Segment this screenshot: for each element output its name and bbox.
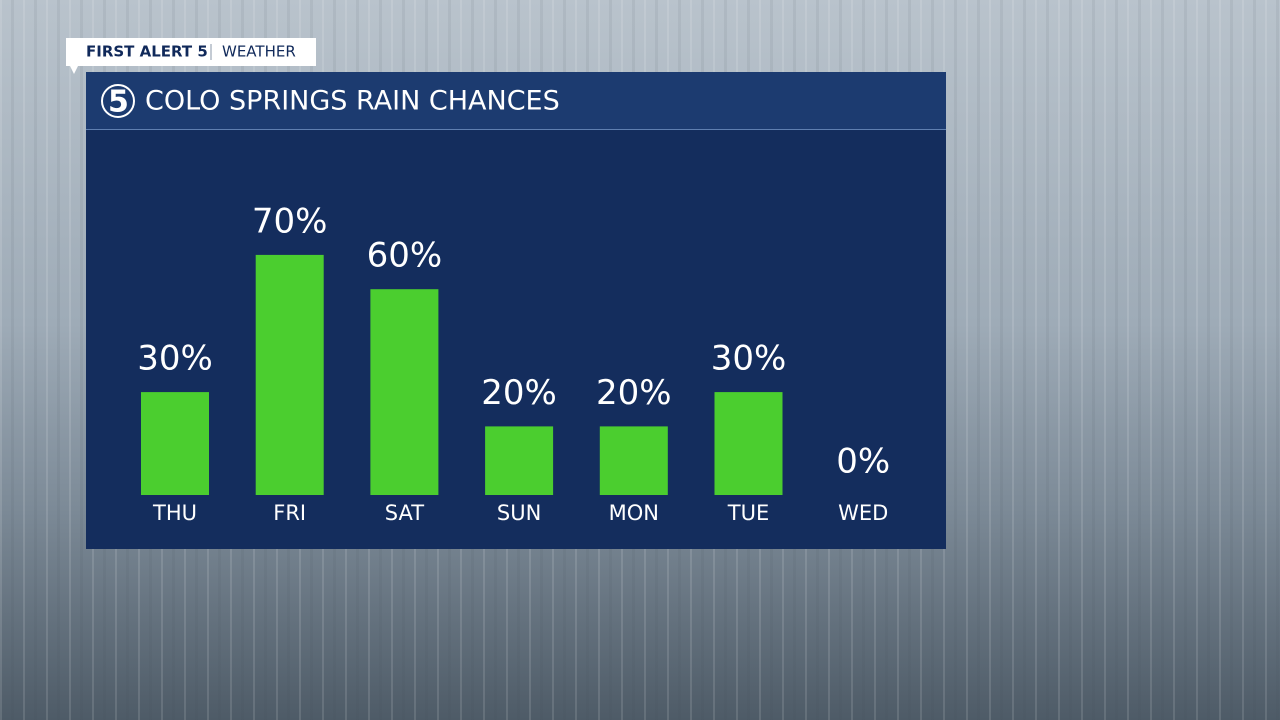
x-tick-label: TUE	[727, 501, 769, 525]
value-label: 30%	[137, 339, 213, 379]
bar	[599, 426, 668, 495]
logo: 5	[108, 85, 129, 120]
x-tick-label: SAT	[385, 501, 424, 525]
header-tag	[66, 38, 316, 74]
brand: FIRST ALERT 5	[86, 43, 208, 61]
value-label: 60%	[367, 236, 443, 276]
bar	[141, 392, 209, 495]
value-label: 20%	[481, 373, 557, 413]
bar	[714, 392, 783, 495]
bar	[485, 426, 554, 495]
x-tick-label: THU	[152, 501, 197, 525]
section: WEATHER	[222, 43, 296, 61]
value-label: 30%	[711, 339, 787, 379]
x-tick-label: MON	[609, 501, 659, 525]
x-tick-label: WED	[838, 501, 888, 525]
logo-ring	[101, 84, 135, 118]
title-bar	[86, 72, 946, 129]
value-label: 70%	[252, 201, 328, 241]
chart-title: COLO SPRINGS RAIN CHANCES	[145, 86, 560, 117]
value-label: 0%	[836, 442, 890, 482]
bar	[370, 289, 439, 495]
bar	[255, 254, 324, 495]
x-tick-label: FRI	[273, 501, 306, 525]
x-tick-label: SUN	[497, 501, 541, 525]
value-label: 20%	[596, 373, 672, 413]
